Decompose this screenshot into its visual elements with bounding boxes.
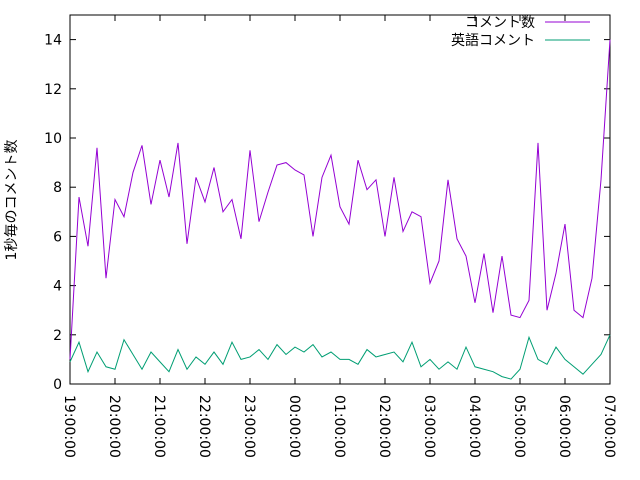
y-tick-label: 6: [53, 229, 62, 245]
x-tick-label: 19:00:00: [61, 395, 77, 458]
legend-label: 英語コメント: [451, 32, 535, 49]
x-tick-label: 21:00:00: [151, 395, 167, 458]
x-tick-label: 01:00:00: [331, 395, 347, 458]
series-line: [69, 334, 611, 380]
y-tick-label: 12: [44, 82, 62, 98]
y-tick-label: 14: [44, 33, 62, 49]
x-tick-label: 00:00:00: [286, 395, 302, 458]
plot-border: [69, 14, 611, 385]
y-tick-label: 4: [53, 279, 62, 295]
y-tick-label: 2: [53, 328, 62, 344]
x-tick-label: 20:00:00: [106, 395, 122, 458]
x-tick-label: 05:00:00: [511, 395, 527, 458]
x-tick-label: 23:00:00: [241, 395, 257, 458]
series-line: [69, 39, 611, 360]
x-tick-label: 07:00:00: [601, 395, 617, 458]
y-tick-label: 10: [44, 131, 62, 147]
legend-label: コメント数: [465, 15, 535, 31]
y-tick-label: 8: [53, 180, 62, 196]
x-tick-label: 04:00:00: [466, 395, 482, 458]
x-tick-label: 03:00:00: [421, 395, 437, 458]
x-tick-label: 06:00:00: [556, 395, 572, 458]
x-tick-label: 02:00:00: [376, 395, 392, 458]
y-tick-label: 0: [53, 377, 62, 393]
y-axis-label: 1秒毎のコメント数: [4, 140, 20, 261]
x-tick-label: 22:00:00: [196, 395, 212, 458]
